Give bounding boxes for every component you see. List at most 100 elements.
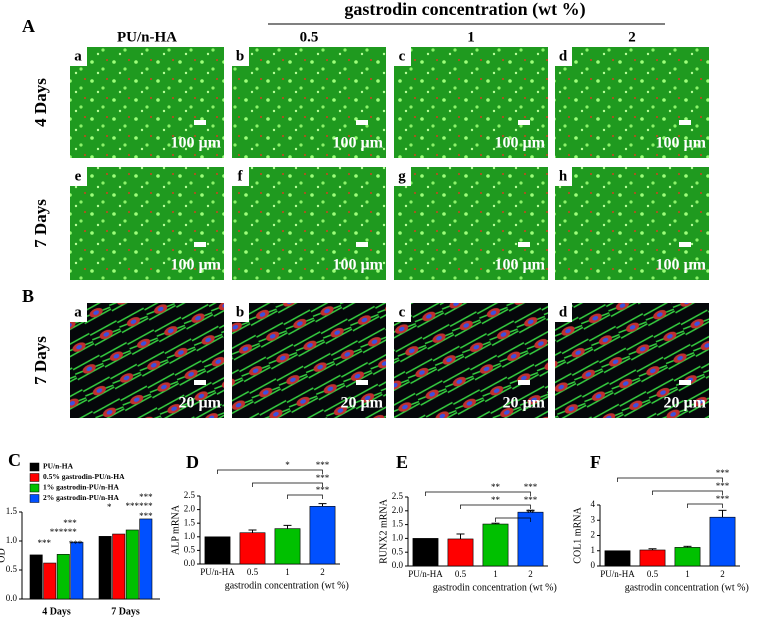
tile-letter: f [238,168,244,184]
x-axis-label: gastrodin concentration (wt %) [625,582,749,593]
significance-label: *** [63,527,77,537]
significance-label: *** [316,473,330,483]
tile-letter: d [559,304,568,320]
y-axis-label: COL1 mRNA [572,507,583,564]
tile-letter-box [70,303,87,322]
y-tick-label: 2.5 [184,490,196,500]
x-tick-label: 0.5 [647,569,659,579]
significance-label: *** [50,527,64,537]
column-label: 0.5 [300,29,319,45]
micrograph [232,303,386,418]
y-tick-label: 2.0 [184,504,196,514]
column-label: 2 [628,29,636,45]
y-tick-label: 1.5 [6,506,18,516]
scale-bar [356,242,368,247]
tile-letter: b [236,48,244,64]
x-tick-label: 1 [685,569,690,579]
micrograph [70,303,224,418]
y-tick-label: 0.5 [184,544,196,554]
scale-bar [194,120,206,125]
y-tick-label: 1.0 [6,535,18,545]
significance-label: *** [524,495,538,505]
micrograph [70,167,224,280]
significance-label: *** [139,501,153,511]
y-tick-label: 1.0 [392,532,404,542]
tile-letter: g [398,168,406,184]
significance-label: *** [524,482,538,492]
x-tick-label: 0.5 [247,567,259,577]
scale-label: 100 µm [170,257,221,274]
micrograph [232,167,386,280]
x-tick-label: PU/n-HA [408,569,443,579]
tile-letter: d [559,48,568,64]
bar [239,532,266,565]
panel-label: F [590,452,601,472]
bar [139,518,153,600]
column-label: 1 [467,29,475,45]
header: gastrodin concentration (wt %) [344,0,585,20]
y-tick-label: 1.0 [184,531,196,541]
significance-label: *** [63,518,77,528]
x-axis-label: gastrodin concentration (wt %) [225,580,349,591]
legend-label: 1% gastrodin-PU/n-HA [43,483,119,492]
tile-letter-box [555,303,572,322]
scale-bar [356,120,368,125]
row-label: 4 Days [31,78,50,127]
bar [274,528,301,565]
significance-label: ** [526,508,536,518]
significance-bracket [217,469,323,474]
significance-label: ** [491,482,501,492]
significance-bracket [252,482,323,487]
scale-label: 100 µm [494,257,545,274]
x-tick-label: 2 [720,569,725,579]
bar [309,506,336,565]
significance-label: *** [126,501,140,511]
row-label: 7 Days [31,336,50,385]
bar [447,538,474,567]
y-tick-label: 0.5 [6,564,18,574]
x-axis-label: gastrodin concentration (wt %) [433,582,557,593]
y-tick-label: 0.0 [6,593,18,603]
scale-bar [679,380,691,385]
bar [112,533,126,600]
tile-letter-box [394,47,411,66]
panel-label: A [22,16,35,36]
legend-label: 0.5% gastrodin-PU/n-HA [43,472,125,481]
bar [604,550,631,567]
scale-bar [356,380,368,385]
micrograph [70,47,224,158]
significance-label: *** [316,485,330,495]
y-tick-label: 1.5 [184,517,196,527]
tile-letter: c [399,48,406,64]
significance-label: *** [139,511,153,521]
tile-letter-box [232,167,249,186]
y-tick-label: 2 [591,530,596,540]
bar [29,554,43,600]
significance-label: *** [316,460,330,470]
micrograph [394,47,548,158]
x-tick-label: 4 Days [42,606,71,617]
bar [674,547,701,567]
y-tick-label: 2.0 [392,505,404,515]
panel-label: E [396,452,408,472]
panel-label: B [22,286,34,306]
significance-label: *** [38,538,52,548]
tile-letter-box [555,47,572,66]
x-tick-label: 0.5 [455,569,467,579]
legend-label: 2% gastrodin-PU/n-HA [43,493,119,502]
legend-swatch [29,473,40,482]
scale-label: 100 µm [332,257,383,274]
y-tick-label: 0 [591,560,596,570]
bar [482,523,509,567]
panel-label: C [8,450,21,470]
bar [70,541,84,600]
y-tick-label: 1 [591,545,596,555]
micrograph [394,303,548,418]
bar [709,516,736,567]
significance-label: *** [139,492,153,502]
scale-bar [194,242,206,247]
x-tick-label: PU/n-HA [600,569,635,579]
micrograph [555,167,709,280]
bar [98,536,112,600]
micrograph [555,47,709,158]
